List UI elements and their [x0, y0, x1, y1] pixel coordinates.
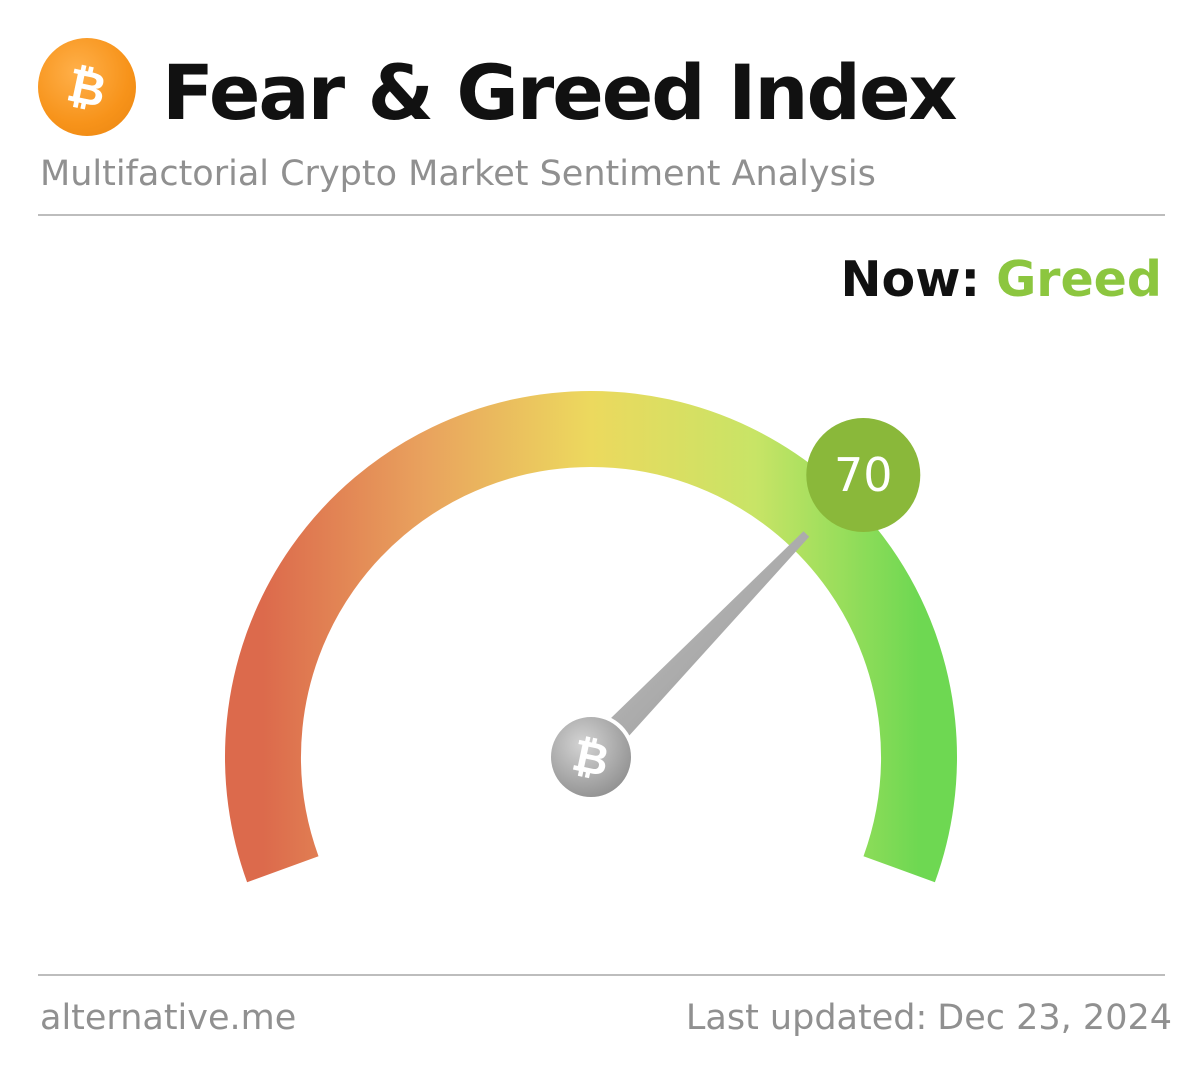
last-updated: Last updated: Dec 23, 2024	[686, 995, 1172, 1041]
gauge-arc	[225, 390, 957, 883]
page-title: Fear & Greed Index	[162, 48, 958, 137]
now-value: Greed	[996, 251, 1162, 308]
last-updated-date: Dec 23, 2024	[937, 998, 1172, 1038]
value-badge-label: 70	[834, 448, 893, 502]
value-badge: 70	[806, 418, 921, 532]
needle-hub-icon: ₿	[547, 713, 635, 801]
top-divider	[38, 214, 1165, 216]
last-updated-label: Last updated:	[685, 998, 928, 1038]
source-link[interactable]: alternative.me	[40, 998, 297, 1038]
current-sentiment: Now: Greed	[841, 250, 1162, 310]
bottom-divider	[38, 974, 1165, 976]
gauge-needle	[580, 531, 810, 767]
page-subtitle: Multifactorial Crypto Market Sentiment A…	[40, 154, 876, 194]
bitcoin-logo-icon: ₿	[38, 38, 136, 136]
bitcoin-icon: ₿	[62, 57, 111, 117]
now-label: Now:	[840, 251, 981, 308]
